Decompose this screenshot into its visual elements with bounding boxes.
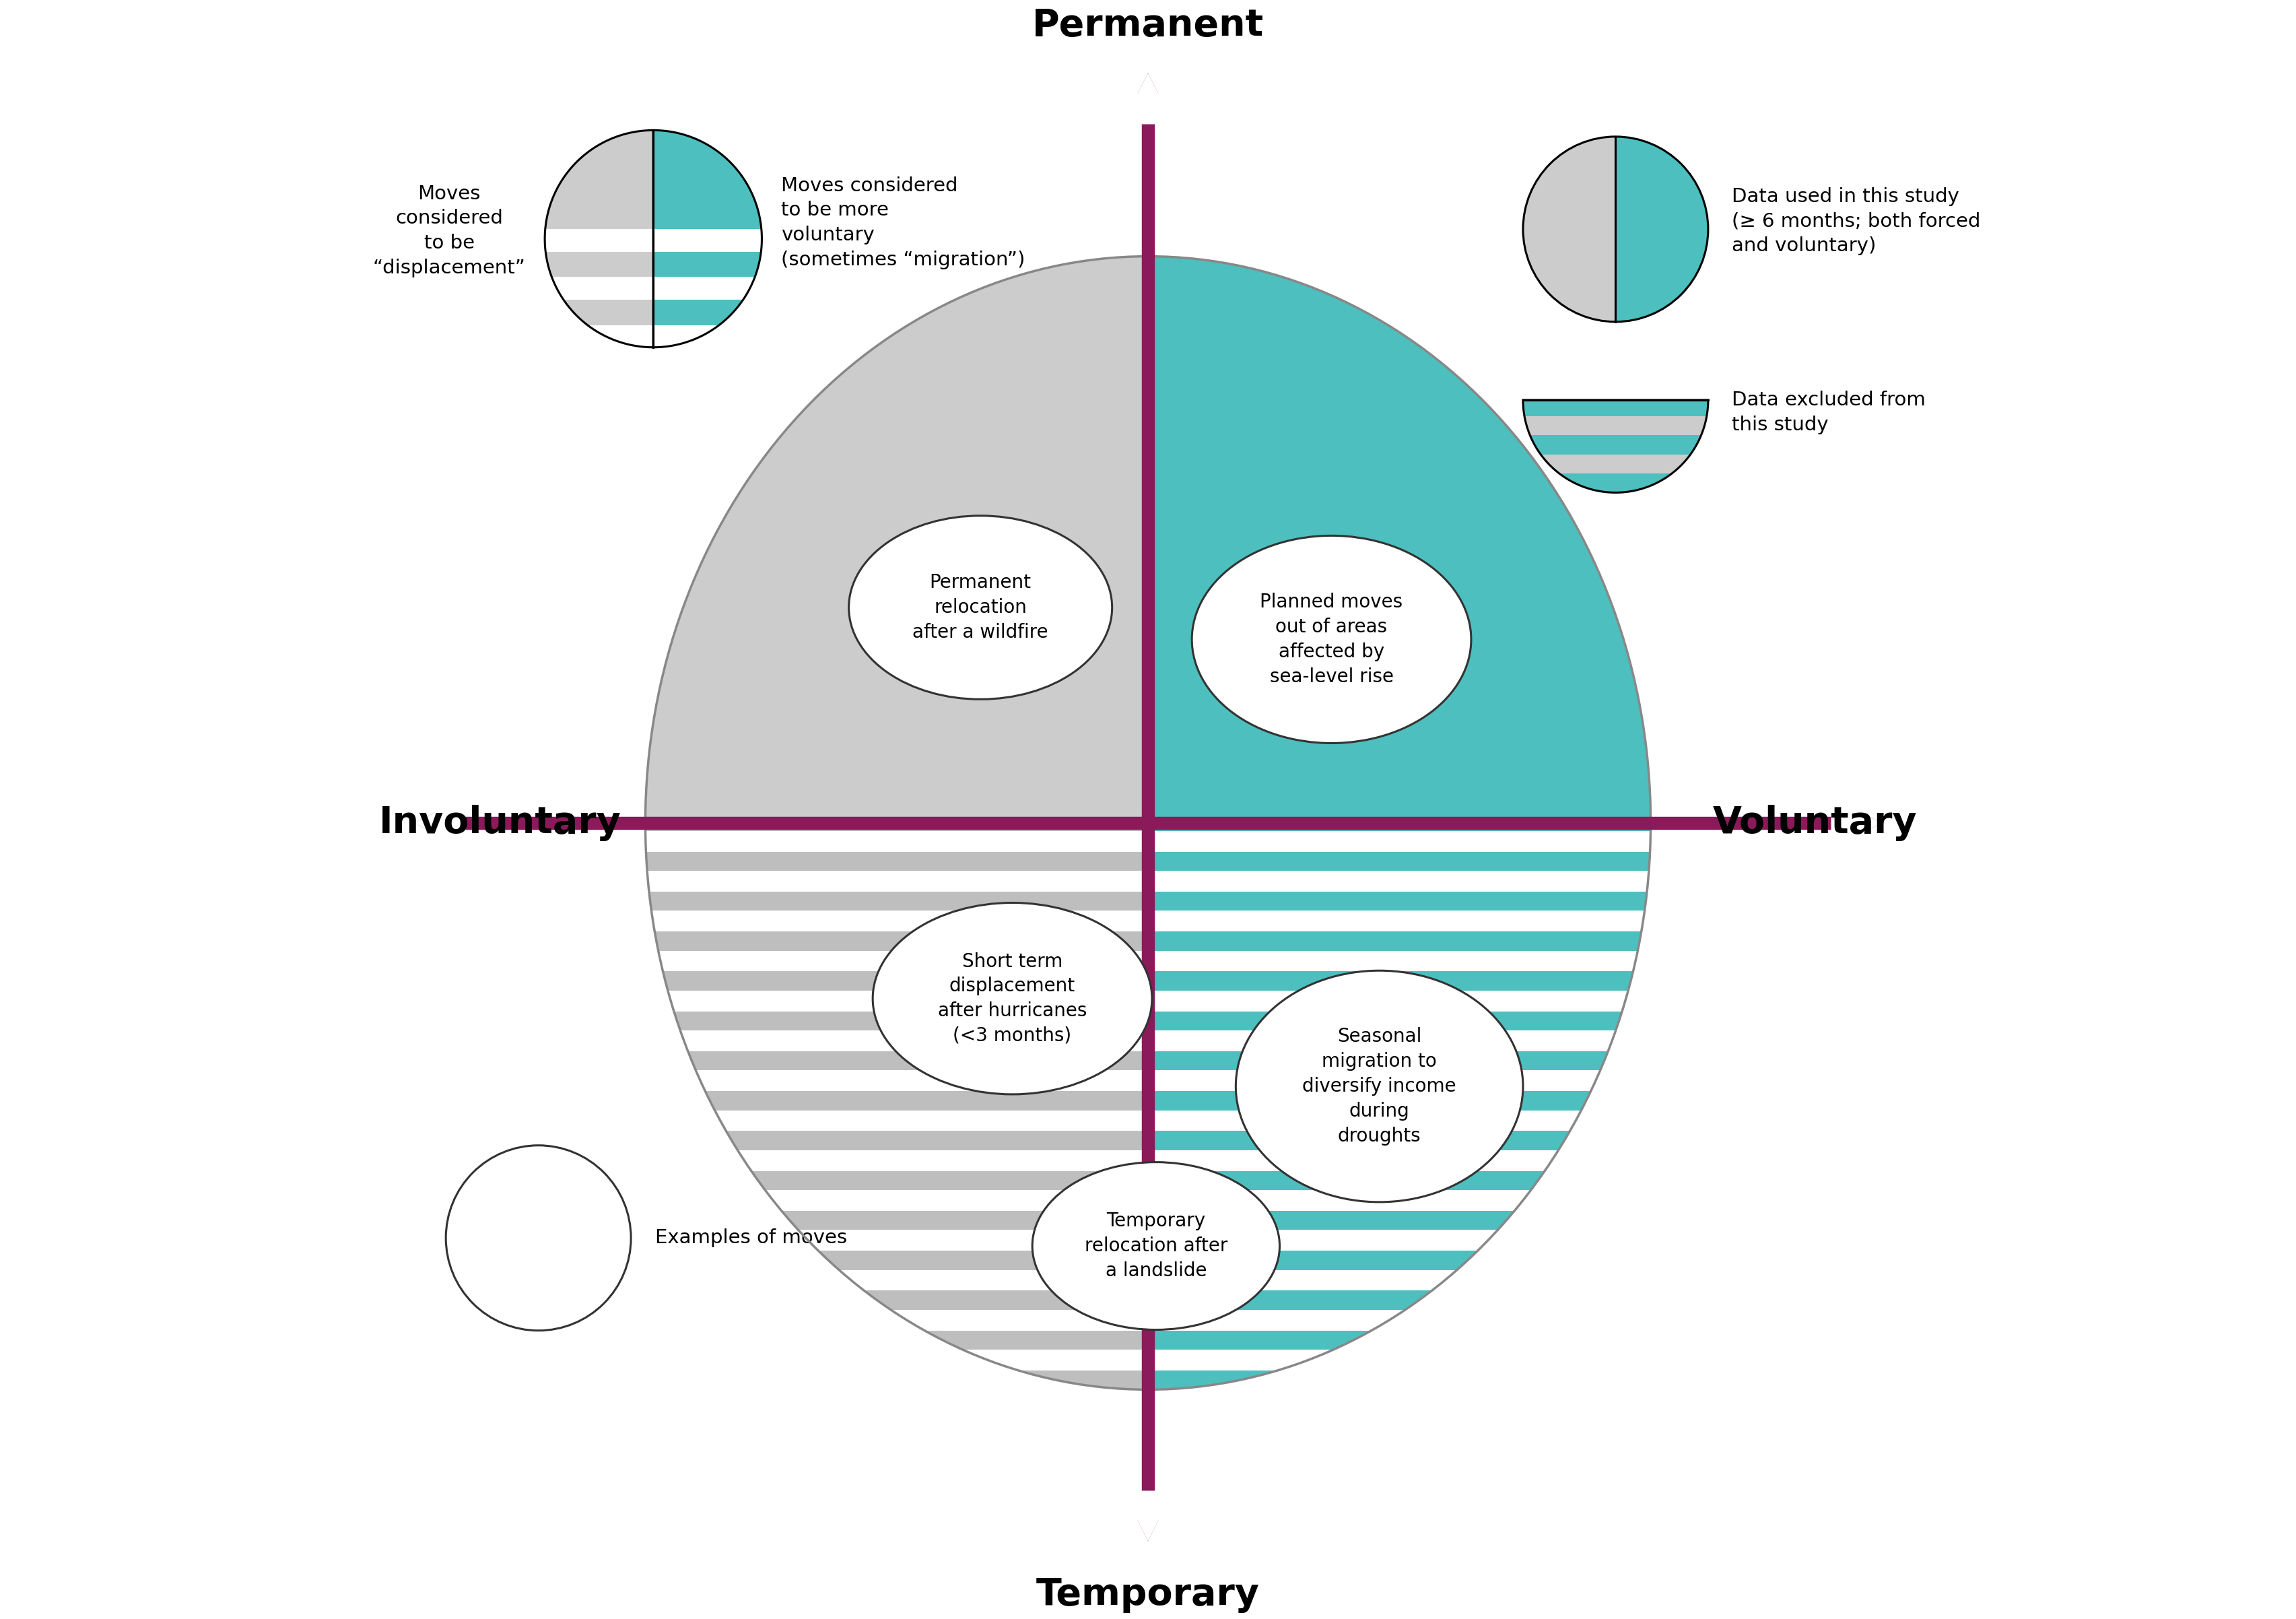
Bar xyxy=(1141,892,1658,911)
Text: Voluntary: Voluntary xyxy=(1713,805,1917,842)
Bar xyxy=(1522,473,1708,492)
Bar xyxy=(629,971,1148,991)
PathPatch shape xyxy=(1616,136,1708,322)
Text: Involuntary: Involuntary xyxy=(379,805,622,842)
Ellipse shape xyxy=(1192,536,1472,743)
Bar xyxy=(654,277,762,300)
PathPatch shape xyxy=(1522,136,1616,322)
Bar xyxy=(1141,1091,1658,1111)
Bar xyxy=(1141,811,1658,831)
Bar xyxy=(629,1370,1148,1389)
Bar xyxy=(544,325,654,348)
Ellipse shape xyxy=(850,516,1111,699)
Text: Temporary
relocation after
a landslide: Temporary relocation after a landslide xyxy=(1084,1211,1228,1281)
Bar xyxy=(629,931,1148,950)
Bar xyxy=(629,1290,1148,1310)
Bar xyxy=(1522,436,1708,455)
Text: Permanent: Permanent xyxy=(1033,8,1263,44)
PathPatch shape xyxy=(645,256,1148,822)
Text: Data used in this study
(≥ 6 months; both forced
and voluntary): Data used in this study (≥ 6 months; bot… xyxy=(1731,188,1981,256)
Bar xyxy=(629,1171,1148,1190)
Bar xyxy=(629,892,1148,911)
Bar xyxy=(654,325,762,348)
Bar xyxy=(1141,1331,1658,1350)
Text: Short term
displacement
after hurricanes
(<3 months): Short term displacement after hurricanes… xyxy=(937,952,1086,1046)
Bar xyxy=(544,230,654,251)
Bar xyxy=(629,1132,1148,1149)
Text: Permanent
relocation
after a wildfire: Permanent relocation after a wildfire xyxy=(912,573,1049,641)
PathPatch shape xyxy=(654,130,762,348)
Bar xyxy=(1141,971,1658,991)
Bar xyxy=(629,1331,1148,1350)
PathPatch shape xyxy=(1148,822,1651,1389)
Text: Planned moves
out of areas
affected by
sea-level rise: Planned moves out of areas affected by s… xyxy=(1261,593,1403,686)
Text: Moves
considered
to be
“displacement”: Moves considered to be “displacement” xyxy=(372,185,526,277)
Text: Moves considered
to be more
voluntary
(sometimes “migration”): Moves considered to be more voluntary (s… xyxy=(781,176,1024,269)
Bar xyxy=(654,230,762,251)
Bar xyxy=(1141,1290,1658,1310)
PathPatch shape xyxy=(1148,256,1651,822)
Bar xyxy=(629,1051,1148,1070)
Bar xyxy=(1141,1370,1658,1389)
PathPatch shape xyxy=(544,130,654,348)
Bar xyxy=(1141,931,1658,950)
Bar xyxy=(1141,1051,1658,1070)
Bar xyxy=(1141,1012,1658,1030)
Bar xyxy=(1141,852,1658,871)
Text: Examples of moves: Examples of moves xyxy=(654,1229,847,1247)
Bar xyxy=(629,852,1148,871)
Bar xyxy=(629,1211,1148,1230)
Bar xyxy=(1522,397,1708,416)
Bar xyxy=(1141,1171,1658,1190)
Bar xyxy=(1141,1211,1658,1230)
Text: Data excluded from
this study: Data excluded from this study xyxy=(1731,390,1926,434)
Ellipse shape xyxy=(1033,1162,1279,1329)
Ellipse shape xyxy=(1235,971,1522,1201)
Ellipse shape xyxy=(872,903,1153,1094)
Bar xyxy=(544,277,654,300)
Bar xyxy=(1141,1132,1658,1149)
Bar xyxy=(629,1012,1148,1030)
Bar xyxy=(629,811,1148,831)
PathPatch shape xyxy=(645,822,1148,1389)
Bar xyxy=(1141,1251,1658,1269)
Text: Seasonal
migration to
diversify income
during
droughts: Seasonal migration to diversify income d… xyxy=(1302,1028,1456,1145)
Bar xyxy=(629,1091,1148,1111)
Bar xyxy=(629,1251,1148,1269)
Text: Temporary: Temporary xyxy=(1035,1577,1261,1613)
PathPatch shape xyxy=(1522,400,1708,492)
Circle shape xyxy=(445,1145,631,1331)
